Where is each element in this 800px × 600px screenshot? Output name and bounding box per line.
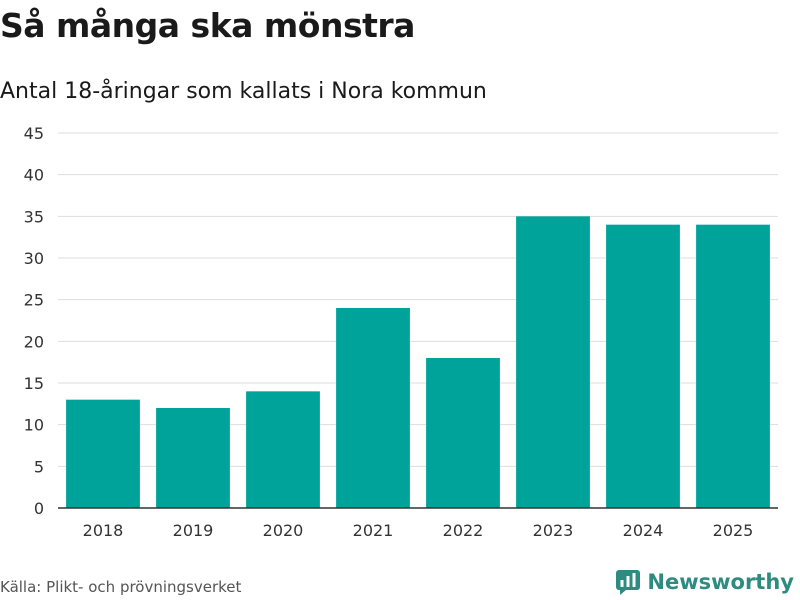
source-note: Källa: Plikt- och prövningsverket xyxy=(0,578,242,596)
x-tick-label: 2020 xyxy=(263,521,304,540)
x-tick-label: 2025 xyxy=(713,521,754,540)
y-tick-label: 20 xyxy=(24,332,44,351)
chart-title: Så många ska mönstra xyxy=(0,6,415,45)
y-tick-label: 10 xyxy=(24,416,44,435)
brand-name: Newsworthy xyxy=(647,570,794,594)
x-tick-label: 2018 xyxy=(83,521,124,540)
x-tick-label: 2023 xyxy=(533,521,574,540)
bar-2021 xyxy=(336,308,410,508)
x-tick-label: 2019 xyxy=(173,521,214,540)
bar-2025 xyxy=(696,224,770,508)
x-tick-label: 2022 xyxy=(443,521,484,540)
y-tick-label: 35 xyxy=(24,207,44,226)
y-tick-label: 0 xyxy=(34,499,44,518)
brand-logo: Newsworthy xyxy=(615,569,794,595)
y-tick-label: 40 xyxy=(24,166,44,185)
bar-2022 xyxy=(426,358,500,508)
x-tick-label: 2024 xyxy=(623,521,664,540)
bar-2019 xyxy=(156,408,230,508)
newsworthy-logo-icon xyxy=(616,570,641,595)
y-tick-label: 45 xyxy=(24,124,44,143)
y-tick-label: 30 xyxy=(24,249,44,268)
y-tick-label: 5 xyxy=(34,457,44,476)
bar-2024 xyxy=(606,224,680,508)
bar-2023 xyxy=(516,216,590,508)
bar-2020 xyxy=(246,391,320,508)
y-tick-label: 25 xyxy=(24,291,44,310)
bar-2018 xyxy=(66,399,140,508)
y-tick-label: 15 xyxy=(24,374,44,393)
chart-subtitle: Antal 18-åringar som kallats i Nora komm… xyxy=(0,79,487,104)
x-tick-label: 2021 xyxy=(353,521,394,540)
